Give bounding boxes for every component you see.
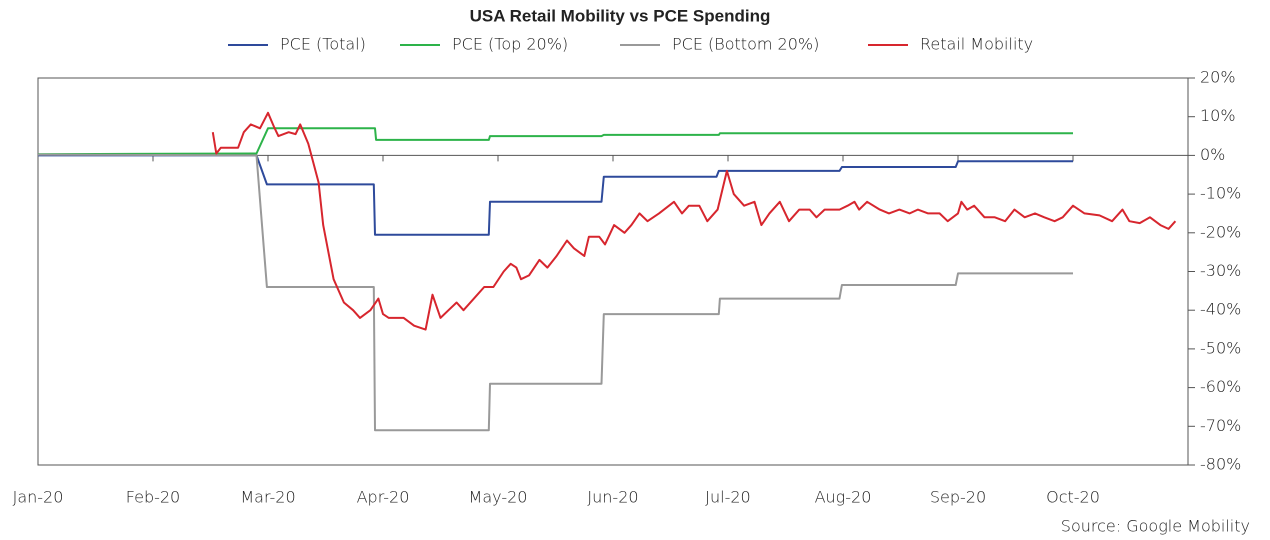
- legend-label: PCE (Bottom 20%): [672, 35, 819, 54]
- y-tick-label: -50%: [1200, 338, 1241, 357]
- y-tick-label: -20%: [1200, 222, 1241, 241]
- x-tick-label: Apr-20: [357, 488, 410, 507]
- x-tick-label: Mar-20: [240, 488, 295, 507]
- y-tick-label: -80%: [1200, 455, 1241, 474]
- chart-title: USA Retail Mobility vs PCE Spending: [470, 6, 771, 25]
- plot-frame: [37, 77, 1189, 466]
- y-tick-label: 10%: [1200, 106, 1236, 125]
- x-tick-label: Feb-20: [126, 488, 180, 507]
- x-tick-label: Sep-20: [930, 488, 986, 507]
- x-tick-label: Aug-20: [815, 488, 872, 507]
- y-tick-label: 0%: [1200, 145, 1225, 164]
- y-tick-label: -40%: [1200, 300, 1241, 319]
- legend-label: Retail Mobility: [920, 35, 1033, 54]
- series-line: [37, 153, 1073, 432]
- y-tick-label: -30%: [1200, 261, 1241, 280]
- x-tick-label: Jan-20: [13, 488, 64, 507]
- y-tick-label: 20%: [1200, 68, 1236, 87]
- x-tick-label: Oct-20: [1046, 488, 1100, 507]
- series-line: [37, 127, 1073, 156]
- legend-label: PCE (Top 20%): [452, 35, 568, 54]
- y-tick-label: -70%: [1200, 416, 1241, 435]
- source-note: Source: Google Mobility: [1061, 517, 1250, 536]
- series-line: [38, 154, 1073, 236]
- series-line: [211, 111, 1177, 331]
- y-tick-label: -60%: [1200, 377, 1241, 396]
- y-tick-label: -10%: [1200, 184, 1241, 203]
- x-tick-label: May-20: [469, 488, 528, 507]
- x-tick-label: Jul-20: [705, 488, 750, 507]
- x-tick-label: Jun-20: [587, 488, 638, 507]
- legend-label: PCE (Total): [280, 35, 366, 54]
